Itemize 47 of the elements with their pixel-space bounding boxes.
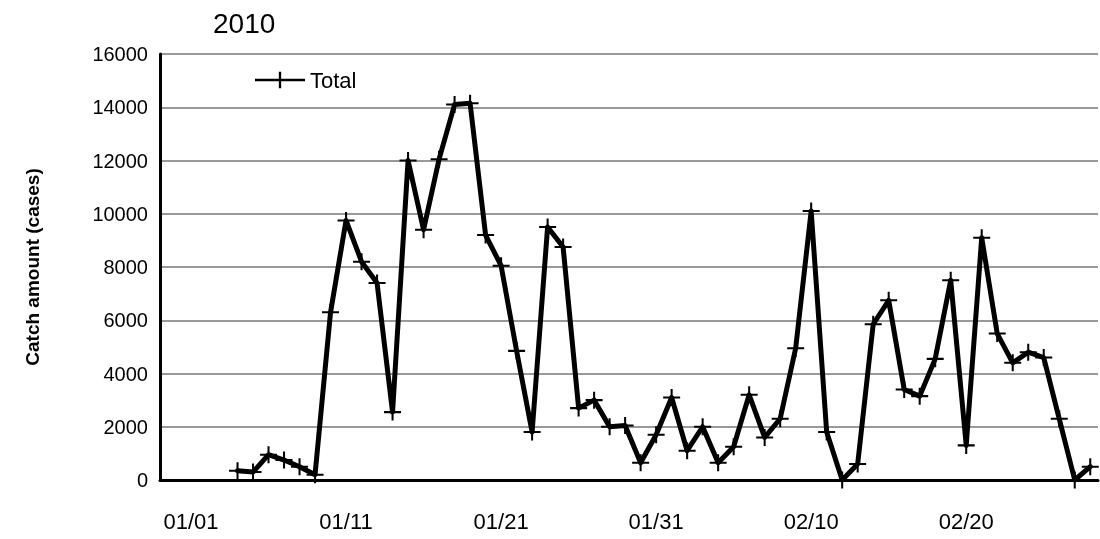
- point: [632, 454, 650, 472]
- point: [709, 454, 727, 472]
- point: [1081, 458, 1099, 476]
- y-tick-label: 14000: [92, 96, 148, 119]
- point: [291, 458, 309, 476]
- x-tick-label: 01/11: [319, 508, 373, 534]
- point: [771, 410, 789, 428]
- point: [926, 350, 944, 368]
- point: [740, 386, 758, 404]
- point: [647, 426, 665, 444]
- point: [988, 325, 1006, 343]
- legend-label: Total: [310, 67, 357, 93]
- point: [1035, 349, 1053, 367]
- point: [492, 257, 510, 275]
- point: [1050, 410, 1068, 428]
- x-tick-label: 01/31: [628, 508, 684, 534]
- x-tick-label: 02/20: [938, 508, 994, 534]
- point: [585, 391, 603, 409]
- y-tick-label: 10000: [92, 202, 148, 225]
- point: [430, 150, 448, 168]
- x-tick-label: 01/21: [473, 508, 529, 534]
- point: [880, 291, 898, 309]
- point: [694, 418, 712, 436]
- chart-title: 2010: [213, 7, 276, 39]
- point: [260, 446, 278, 464]
- y-tick-label: 16000: [92, 43, 148, 65]
- y-tick-label: 0: [136, 469, 148, 491]
- point: [508, 342, 526, 360]
- point: [353, 253, 371, 271]
- x-tick-label: 02/10: [783, 508, 839, 534]
- x-tick-label: 01/01: [163, 508, 219, 534]
- point: [725, 438, 743, 456]
- point: [1019, 343, 1037, 361]
- point: [864, 315, 882, 333]
- y-tick-label: 2000: [103, 415, 148, 438]
- y-tick-label: 6000: [103, 309, 148, 332]
- point: [678, 442, 696, 460]
- point: [1004, 354, 1022, 372]
- point: [911, 387, 929, 405]
- point: [756, 428, 774, 446]
- y-tick-label: 4000: [103, 362, 148, 385]
- y-axis-title: Catch amount (cases): [22, 168, 43, 366]
- point: [275, 451, 293, 469]
- point: [895, 380, 913, 398]
- y-tick-label: 12000: [92, 149, 148, 172]
- y-tick-label: 8000: [103, 256, 148, 278]
- point: [663, 388, 681, 406]
